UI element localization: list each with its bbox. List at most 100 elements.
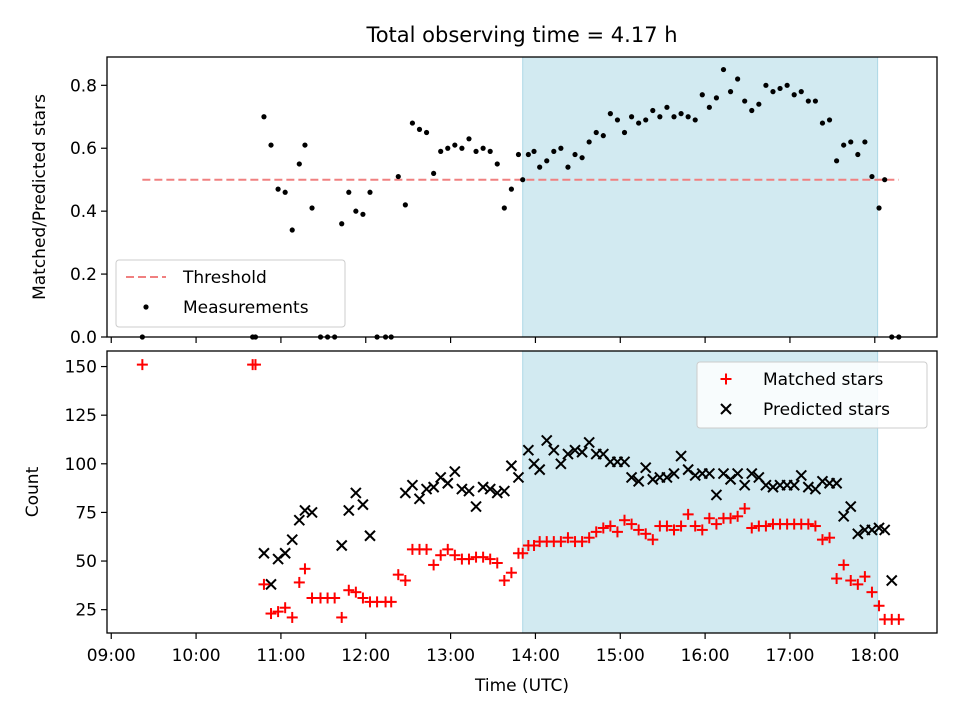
matched-point: [633, 524, 645, 536]
cross-b: [456, 483, 468, 495]
matched-point: [517, 547, 529, 559]
measurement-point: [508, 186, 514, 192]
predicted-point: [541, 434, 553, 447]
x-tick-label: 09:00: [87, 646, 136, 666]
cross-b: [258, 547, 270, 559]
predicted-point: [555, 458, 567, 470]
cross-b: [528, 458, 540, 470]
measurement-point: [756, 101, 762, 107]
predicted-point: [788, 479, 800, 491]
cross-b: [406, 479, 419, 491]
measurement-point: [452, 142, 458, 148]
top-y-tick-label: 0.6: [70, 139, 97, 159]
cross-b: [306, 506, 318, 519]
predicted-point: [647, 473, 659, 486]
cross-b: [632, 475, 645, 488]
matched-point: [893, 613, 905, 625]
matched-point: [640, 528, 652, 540]
measurement-point: [445, 145, 451, 151]
matched-point: [442, 543, 454, 555]
legend-predicted-label: Predicted stars: [763, 400, 890, 420]
predicted-point: [350, 487, 362, 499]
cross-b: [555, 458, 567, 470]
cross-b: [878, 524, 891, 536]
matched-point: [576, 536, 588, 548]
matched-point: [286, 611, 298, 623]
predicted-point: [484, 483, 496, 495]
measurement-point: [268, 142, 274, 148]
matched-point: [696, 524, 708, 536]
matched-point: [611, 526, 623, 538]
measurement-point: [643, 117, 649, 123]
measurement-point: [735, 76, 741, 82]
cross-b: [625, 471, 638, 484]
measurement-point: [727, 89, 734, 95]
cross-b: [512, 471, 525, 484]
measurement-point: [494, 161, 500, 167]
measurement-point: [487, 148, 493, 154]
predicted-point: [299, 504, 311, 517]
predicted-point: [689, 469, 701, 482]
bottom-y-tick-label: 50: [75, 552, 97, 572]
measurement-point: [459, 145, 465, 151]
predicted-point: [640, 461, 652, 474]
matched-point: [343, 584, 355, 596]
predicted-point: [795, 469, 807, 482]
predicted-point: [470, 500, 482, 513]
cross-b: [569, 444, 581, 456]
cross-b: [731, 467, 744, 480]
bottom-panel: 25 50 75 100 125 150 09:00 10:00 11:00 12:00 13:00…: [23, 350, 938, 696]
top-y-tick-label: 0.8: [70, 76, 97, 96]
matched-point: [845, 574, 857, 586]
matched-point: [357, 592, 369, 604]
cross-b: [336, 539, 348, 552]
matched-point: [859, 571, 871, 583]
measurement-point: [282, 189, 288, 195]
cross-b: [720, 403, 732, 415]
matched-point: [619, 514, 631, 526]
predicted-point: [886, 574, 898, 587]
top-legend-box: [115, 259, 346, 328]
bottom-y-tick-label: 100: [65, 455, 97, 475]
measurement-point: [812, 98, 818, 104]
top-y-tick-label: 0.4: [70, 202, 97, 222]
cross-b: [484, 483, 496, 495]
measurement-point: [671, 114, 677, 120]
legend-measurements-label: Measurements: [183, 298, 309, 318]
measurement-point: [302, 142, 308, 148]
cross-b: [562, 448, 574, 460]
cross-b: [788, 479, 800, 491]
matched-point: [421, 543, 433, 555]
cross-b: [689, 469, 701, 482]
matched-point: [604, 520, 616, 532]
cross-b: [830, 477, 843, 489]
predicted-point: [364, 530, 376, 542]
measurement-point: [720, 66, 727, 73]
matched-point: [816, 534, 828, 546]
matched-point: [392, 569, 404, 581]
matched-point: [299, 563, 311, 575]
measurement-point: [346, 189, 352, 195]
matched-point: [668, 524, 680, 536]
predicted-point: [710, 489, 723, 501]
predicted-point: [357, 498, 369, 511]
x-tick-label: 11:00: [256, 646, 305, 666]
measurement-point: [600, 133, 606, 139]
measurement-point: [353, 208, 359, 214]
measurement-point: [713, 95, 720, 101]
predicted-point: [562, 448, 574, 460]
legend-threshold-label: Threshold: [182, 268, 267, 288]
cross-b: [449, 465, 461, 478]
x-tick-label: 13:00: [426, 646, 475, 666]
measurement-point: [275, 186, 281, 192]
measurement-point: [834, 158, 840, 164]
cross-b: [873, 522, 885, 534]
cross-b: [597, 448, 610, 460]
measurement-point: [664, 104, 670, 110]
matched-point: [710, 518, 722, 530]
measurement-point: [628, 114, 635, 120]
measurement-point: [531, 148, 537, 154]
bottom-legend: Matched stars Predicted stars: [696, 361, 928, 429]
cross-b: [760, 479, 772, 491]
x-tick-label: 14:00: [511, 646, 560, 666]
